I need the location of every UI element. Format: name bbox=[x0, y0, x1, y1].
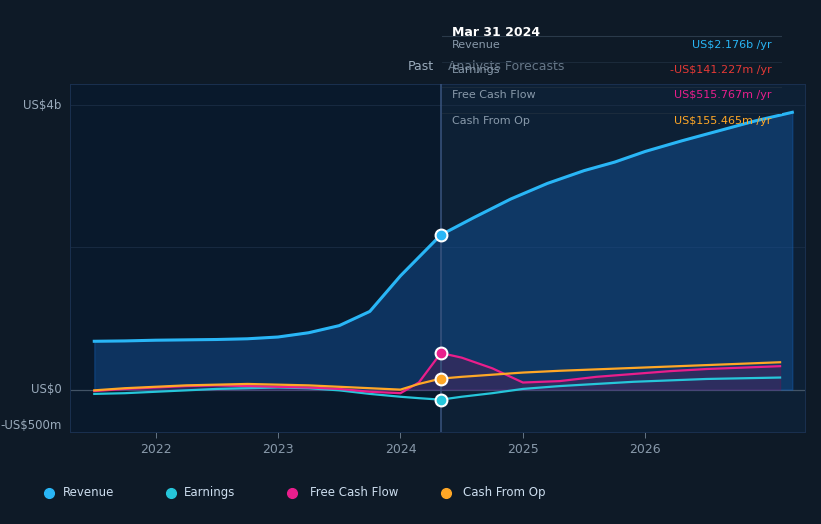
Text: Mar 31 2024: Mar 31 2024 bbox=[452, 26, 540, 39]
Text: -US$500m: -US$500m bbox=[0, 419, 62, 432]
Text: Free Cash Flow: Free Cash Flow bbox=[452, 91, 535, 101]
Bar bbox=[441, 84, 805, 432]
Text: -US$141.227m /yr: -US$141.227m /yr bbox=[670, 65, 772, 75]
Text: Analysts Forecasts: Analysts Forecasts bbox=[448, 60, 565, 73]
Bar bbox=[70, 84, 441, 432]
Text: Cash From Op: Cash From Op bbox=[452, 116, 530, 126]
Text: Earnings: Earnings bbox=[452, 65, 500, 75]
Text: Revenue: Revenue bbox=[62, 486, 114, 499]
Text: Cash From Op: Cash From Op bbox=[462, 486, 545, 499]
Text: US$515.767m /yr: US$515.767m /yr bbox=[674, 91, 772, 101]
Text: US$4b: US$4b bbox=[23, 99, 62, 112]
Text: Earnings: Earnings bbox=[184, 486, 235, 499]
Text: Revenue: Revenue bbox=[452, 40, 501, 50]
Text: US$2.176b /yr: US$2.176b /yr bbox=[692, 40, 772, 50]
Text: US$0: US$0 bbox=[31, 383, 62, 396]
Text: Past: Past bbox=[407, 60, 433, 73]
Text: US$155.465m /yr: US$155.465m /yr bbox=[674, 116, 772, 126]
Text: Free Cash Flow: Free Cash Flow bbox=[310, 486, 398, 499]
